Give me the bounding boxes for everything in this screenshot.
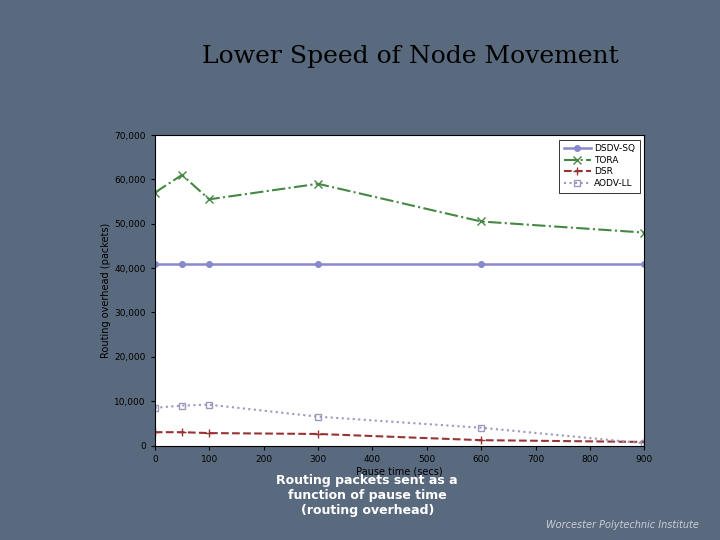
TORA (150, 190, 159, 196)
AODV-LL (314, 414, 323, 420)
DSDV-SQ (640, 260, 649, 267)
DSDV-SQ (314, 260, 323, 267)
X-axis label: Pause time (secs): Pause time (secs) (356, 467, 443, 476)
DSR (314, 431, 323, 437)
Text: Lower Speed of Node Movement: Lower Speed of Node Movement (202, 45, 618, 68)
Legend: DSDV-SQ, TORA, DSR, AODV-LL: DSDV-SQ, TORA, DSR, AODV-LL (559, 139, 640, 193)
DSR (178, 429, 186, 435)
DSR (640, 438, 649, 445)
DSR (150, 429, 159, 435)
DSR (477, 437, 485, 443)
DSDV-SQ (477, 260, 485, 267)
DSR (205, 430, 214, 436)
Line: AODV-LL: AODV-LL (152, 402, 647, 446)
AODV-LL (150, 404, 159, 411)
AODV-LL (640, 440, 649, 447)
TORA (314, 180, 323, 187)
AODV-LL (205, 401, 214, 408)
TORA (178, 172, 186, 178)
TORA (477, 218, 485, 225)
Line: DSDV-SQ: DSDV-SQ (152, 261, 647, 266)
TORA (640, 230, 649, 236)
Y-axis label: Routing overhead (packets): Routing overhead (packets) (102, 222, 112, 358)
AODV-LL (477, 424, 485, 431)
Line: TORA: TORA (150, 171, 649, 237)
TORA (205, 196, 214, 202)
DSDV-SQ (150, 260, 159, 267)
DSDV-SQ (178, 260, 186, 267)
AODV-LL (178, 402, 186, 409)
Text: Routing packets sent as a
function of pause time
(routing overhead): Routing packets sent as a function of pa… (276, 474, 458, 517)
Text: Worcester Polytechnic Institute: Worcester Polytechnic Institute (546, 520, 698, 530)
DSDV-SQ (205, 260, 214, 267)
Line: DSR: DSR (150, 428, 649, 446)
